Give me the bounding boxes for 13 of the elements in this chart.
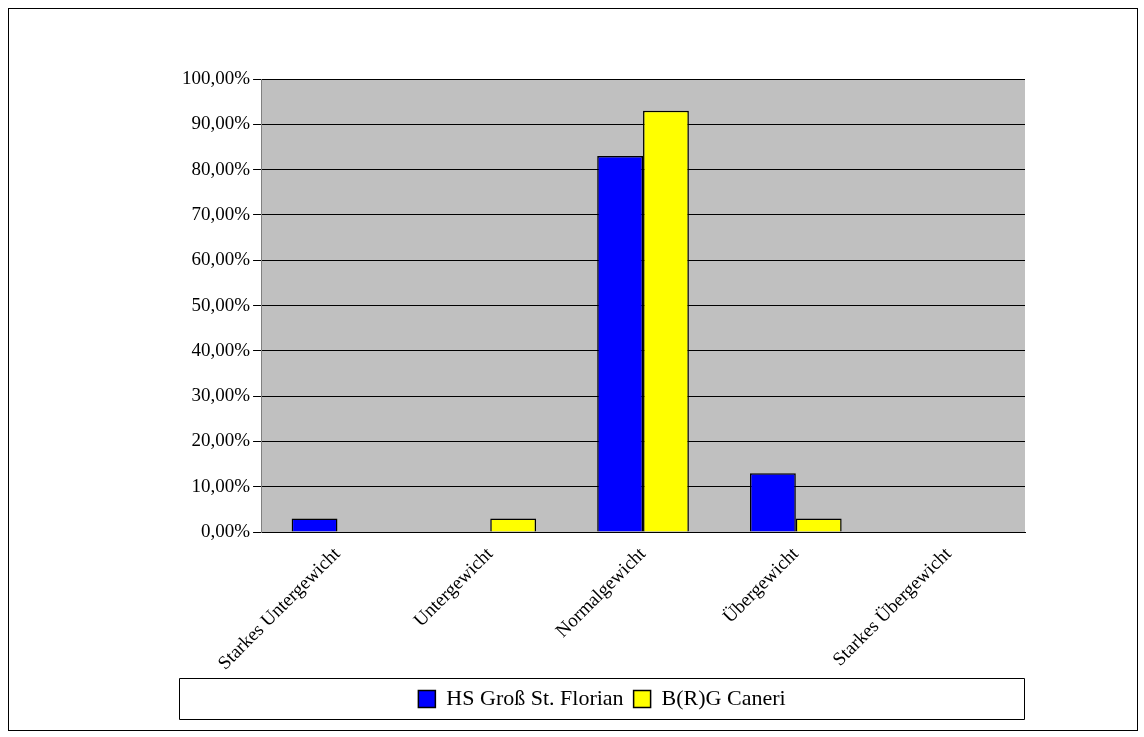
y-tick-label: 10,00% [191, 474, 251, 496]
y-tick-label: 90,00% [191, 112, 251, 134]
y-tick-label: 20,00% [191, 429, 251, 451]
y-tick-label: 70,00% [191, 202, 251, 224]
y-tick-label: 100,00% [182, 66, 251, 88]
legend-label: B(R)G Caneri [661, 684, 786, 710]
y-tick-label: 50,00% [191, 293, 251, 315]
y-tick-label: 0,00% [201, 520, 251, 542]
y-tick-label: 30,00% [191, 384, 251, 406]
y-tick-label: 40,00% [191, 338, 251, 360]
y-tick-label: 80,00% [191, 157, 251, 179]
y-tick-label: 60,00% [191, 248, 251, 270]
legend-label: HS Groß St. Florian [446, 684, 624, 710]
